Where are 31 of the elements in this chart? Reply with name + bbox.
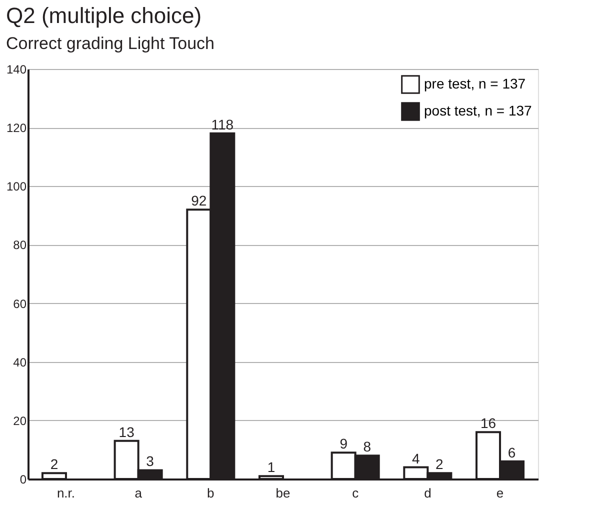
data-label: 13 — [118, 424, 135, 440]
x-tick-label: be — [276, 486, 290, 500]
data-label: 92 — [191, 192, 207, 209]
x-tick-label: c — [352, 486, 360, 500]
chart-title: Q2 (multiple choice) — [6, 3, 202, 28]
data-label: 118 — [211, 116, 234, 132]
x-tick-label: d — [424, 486, 432, 500]
y-tick-label: 60 — [13, 296, 27, 311]
chart-subtitle: Correct grading Light Touch — [6, 34, 215, 53]
y-tick-label: 80 — [13, 238, 27, 252]
legend-label: post test, n = 137 — [424, 102, 532, 118]
data-label: 2 — [50, 456, 58, 472]
y-tick-label: 20 — [13, 414, 27, 428]
data-label: 3 — [146, 453, 154, 470]
x-tick-label: a — [134, 486, 143, 500]
data-label: 16 — [480, 415, 496, 432]
data-label: 6 — [508, 444, 516, 460]
data-label: 9 — [340, 436, 348, 452]
x-tick-label: n.r. — [56, 486, 76, 500]
y-tick-label: 40 — [13, 355, 27, 370]
y-tick-label: 0 — [20, 472, 27, 486]
data-label: 1 — [267, 459, 276, 476]
legend-label: pre test, n = 137 — [424, 76, 526, 92]
x-tick-label: b — [207, 486, 214, 500]
x-tick-label: e — [496, 486, 504, 500]
y-tick-label: 120 — [6, 121, 27, 136]
y-tick-label: 100 — [6, 180, 27, 194]
data-label: 2 — [436, 456, 444, 472]
data-label: 8 — [363, 438, 372, 455]
data-label: 4 — [412, 450, 420, 466]
y-tick-label: 140 — [6, 62, 27, 76]
